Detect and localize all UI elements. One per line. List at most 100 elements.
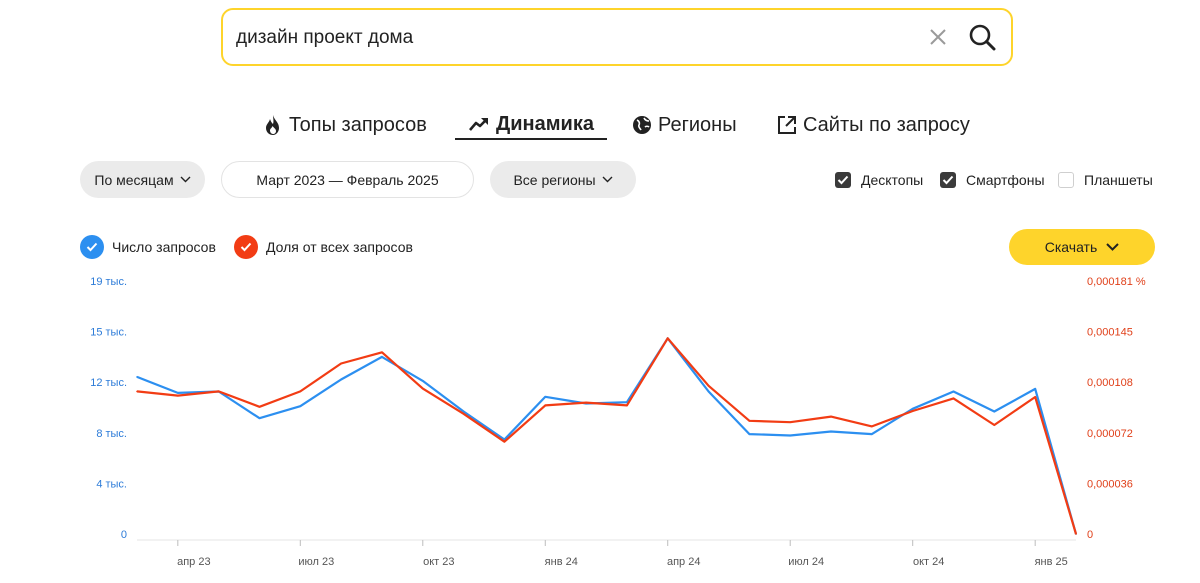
data-point	[911, 410, 914, 412]
device-checkbox-desktop[interactable]: Десктопы	[835, 171, 923, 189]
x-tick-label: апр 24	[667, 556, 700, 568]
y-left-tick-label: 19 тыс.	[90, 276, 127, 288]
data-point	[340, 362, 342, 365]
data-point	[1075, 533, 1077, 535]
y-right-tick-label: 0,000072	[1087, 428, 1133, 440]
date-range-label: Март 2023 — Февраль 2025	[256, 171, 439, 188]
data-point	[421, 380, 424, 382]
data-point	[748, 419, 751, 422]
tab-regions[interactable]: Регионы	[632, 110, 737, 140]
region-select[interactable]: Все регионы	[490, 161, 636, 198]
checkbox-unchecked-icon[interactable]	[1058, 172, 1074, 188]
data-point	[258, 417, 261, 419]
data-point	[871, 433, 873, 435]
data-point	[952, 397, 955, 400]
fire-icon	[266, 115, 279, 135]
trend-icon	[469, 118, 488, 131]
x-tick-label: янв 24	[545, 556, 578, 568]
data-point	[381, 356, 383, 358]
x-tick-label: июл 23	[298, 556, 334, 568]
y-left-tick-label: 8 тыс.	[96, 428, 127, 440]
data-point	[544, 404, 547, 407]
chevron-down-icon	[1106, 243, 1119, 251]
y-left-tick-label: 0	[121, 529, 127, 541]
data-point	[177, 392, 179, 394]
data-point	[544, 396, 547, 398]
x-tick-label: окт 23	[423, 556, 454, 568]
period-select[interactable]: По месяцам	[80, 161, 205, 198]
tab-label: Динамика	[496, 112, 594, 135]
y-left-tick-label: 15 тыс.	[90, 327, 127, 339]
y-left-tick-label: 4 тыс.	[96, 478, 127, 490]
device-label: Десктопы	[861, 172, 924, 188]
period-select-label: По месяцам	[94, 171, 174, 188]
data-point	[993, 410, 996, 413]
y-right-tick-label: 0	[1087, 529, 1093, 541]
external-link-icon	[778, 116, 796, 134]
data-point	[462, 412, 465, 415]
legend-label: Число запросов	[112, 239, 216, 255]
device-checkbox-tablet[interactable]: Планшеты	[1058, 171, 1153, 189]
data-point	[258, 406, 261, 408]
tab-dynamics[interactable]: Динамика	[455, 110, 607, 140]
data-point	[503, 440, 506, 443]
search-input[interactable]: дизайн проект дома	[236, 27, 414, 48]
device-label: Планшеты	[1084, 172, 1153, 188]
download-label: Скачать	[1044, 239, 1098, 255]
data-point	[299, 405, 302, 407]
y-right-tick-label: 0,000108	[1087, 377, 1133, 389]
data-point	[585, 401, 587, 404]
region-select-label: Все регионы	[513, 171, 596, 188]
clear-icon[interactable]	[927, 26, 949, 48]
data-point	[952, 390, 955, 393]
data-point	[789, 421, 792, 423]
tab-label: Сайты по запросу	[803, 113, 970, 136]
search-icon[interactable]	[968, 23, 996, 51]
data-point	[707, 390, 710, 393]
y-right-tick-label: 0,000145	[1087, 327, 1133, 339]
data-point	[626, 404, 628, 407]
y-right-tick-label: 0,000181 %	[1087, 276, 1146, 288]
legend-label: Доля от всех запросов	[266, 239, 413, 255]
data-point	[421, 387, 424, 390]
search-box[interactable]: дизайн проект дома	[221, 8, 1013, 66]
x-tick-label: июл 24	[788, 556, 824, 568]
device-checkbox-smartphone[interactable]: Смартфоны	[940, 171, 1045, 189]
data-point	[136, 390, 138, 393]
data-point	[177, 394, 179, 397]
device-label: Смартфоны	[966, 172, 1045, 188]
globe-icon	[633, 116, 651, 134]
y-left-tick-label: 12 тыс.	[90, 377, 127, 389]
tabs-bar: Топы запросов Динамика Регионы Сайты по …	[0, 110, 1200, 142]
check-circle-icon	[234, 235, 258, 259]
x-tick-label: окт 24	[913, 556, 944, 568]
data-point	[1034, 388, 1036, 390]
data-point	[1034, 396, 1036, 398]
data-point	[707, 385, 710, 387]
legend-share[interactable]: Доля от всех запросов	[234, 235, 413, 259]
tab-top-queries[interactable]: Топы запросов	[263, 110, 427, 140]
data-point	[748, 433, 751, 435]
download-button[interactable]: Скачать	[1009, 229, 1155, 265]
chevron-down-icon	[180, 176, 191, 183]
date-range-picker[interactable]: Март 2023 — Февраль 2025	[221, 161, 474, 198]
data-point	[136, 376, 138, 378]
tab-sites[interactable]: Сайты по запросу	[777, 110, 970, 140]
series-line-share	[136, 337, 1078, 535]
data-point	[789, 434, 792, 437]
tab-label: Топы запросов	[289, 113, 427, 136]
data-point	[830, 415, 832, 418]
data-point	[666, 337, 669, 340]
data-point	[462, 410, 465, 413]
checkbox-checked-icon[interactable]	[940, 172, 956, 188]
data-point	[993, 424, 996, 426]
legend-count[interactable]: Число запросов	[80, 235, 216, 259]
chevron-down-icon	[602, 176, 613, 183]
dynamics-chart: 0 4 тыс. 8 тыс. 12 тыс. 15 тыс. 19 тыс. 0 0,000…	[90, 276, 1146, 568]
check-circle-icon	[80, 235, 104, 259]
tab-label: Регионы	[658, 113, 737, 136]
series-line-count	[136, 337, 1078, 535]
checkbox-checked-icon[interactable]	[835, 172, 851, 188]
y-right-tick-label: 0,000036	[1087, 478, 1133, 490]
data-point	[299, 390, 302, 393]
